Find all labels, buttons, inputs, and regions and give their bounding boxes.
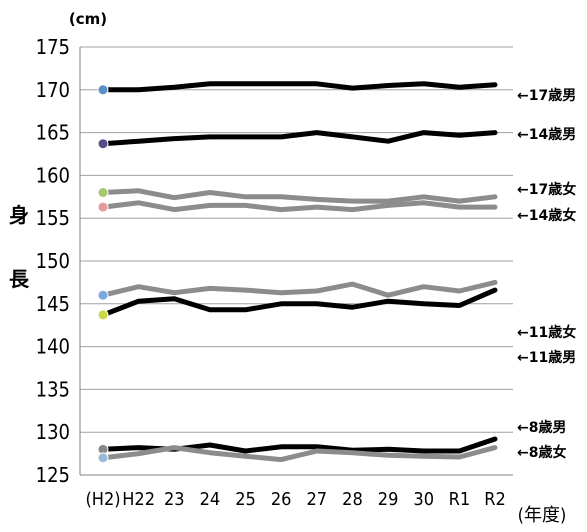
unit-label: (cm) (69, 10, 107, 28)
series-label: ←11歳女 (517, 324, 576, 341)
x-tick-label: 30 (413, 489, 434, 510)
y-tick-label: 160 (36, 163, 70, 187)
series-marker (97, 138, 109, 150)
x-tick-label: 26 (271, 489, 292, 510)
x-tick-label: 29 (378, 489, 399, 510)
x-tick-label: 23 (164, 489, 185, 510)
series-label: ←11歳男 (517, 349, 576, 366)
y-tick-label: 130 (36, 420, 70, 444)
x-tick-label: (H2) (85, 489, 120, 510)
series-line (100, 188, 498, 204)
x-tick-label: 27 (307, 489, 328, 510)
y-tick-label: 135 (36, 377, 70, 401)
y-tick-label: 165 (36, 121, 70, 145)
x-tick-label: R2 (484, 489, 506, 510)
series-line (100, 279, 498, 298)
y-tick-label: 155 (36, 206, 70, 230)
y-tick-label: 125 (36, 463, 70, 487)
y-tick-label: 140 (36, 335, 70, 359)
y-axis-label: 身 (9, 203, 29, 227)
series-marker (97, 187, 109, 199)
series-marker (97, 452, 109, 464)
x-tick-label: 25 (235, 489, 256, 510)
x-tick-label: 24 (200, 489, 221, 510)
series-marker (97, 289, 109, 301)
x-tick-label: 28 (342, 489, 363, 510)
y-tick-label: 150 (36, 249, 70, 273)
series-marker (97, 309, 109, 321)
series-label: ←8歳女 (517, 444, 566, 461)
y-tick-label: 145 (36, 292, 70, 316)
x-tick-label: H22 (122, 489, 155, 510)
series-line (100, 130, 498, 147)
series-line (100, 200, 498, 213)
series-line (100, 445, 498, 463)
x-axis-label: (年度) (518, 505, 567, 526)
series-label: ←14歳女 (517, 207, 576, 224)
series-label: ←14歳男 (517, 126, 576, 143)
series-label: ←8歳男 (517, 419, 566, 436)
series-marker (97, 84, 109, 96)
y-tick-label: 170 (36, 78, 70, 102)
series-label: ←17歳女 (517, 181, 576, 198)
y-axis-label: 長 (9, 267, 30, 291)
series-line (100, 287, 498, 318)
y-tick-label: 175 (36, 35, 70, 59)
series-marker (97, 201, 109, 213)
series-label: ←17歳男 (517, 87, 576, 104)
series-line (100, 81, 498, 93)
x-tick-label: R1 (449, 489, 471, 510)
